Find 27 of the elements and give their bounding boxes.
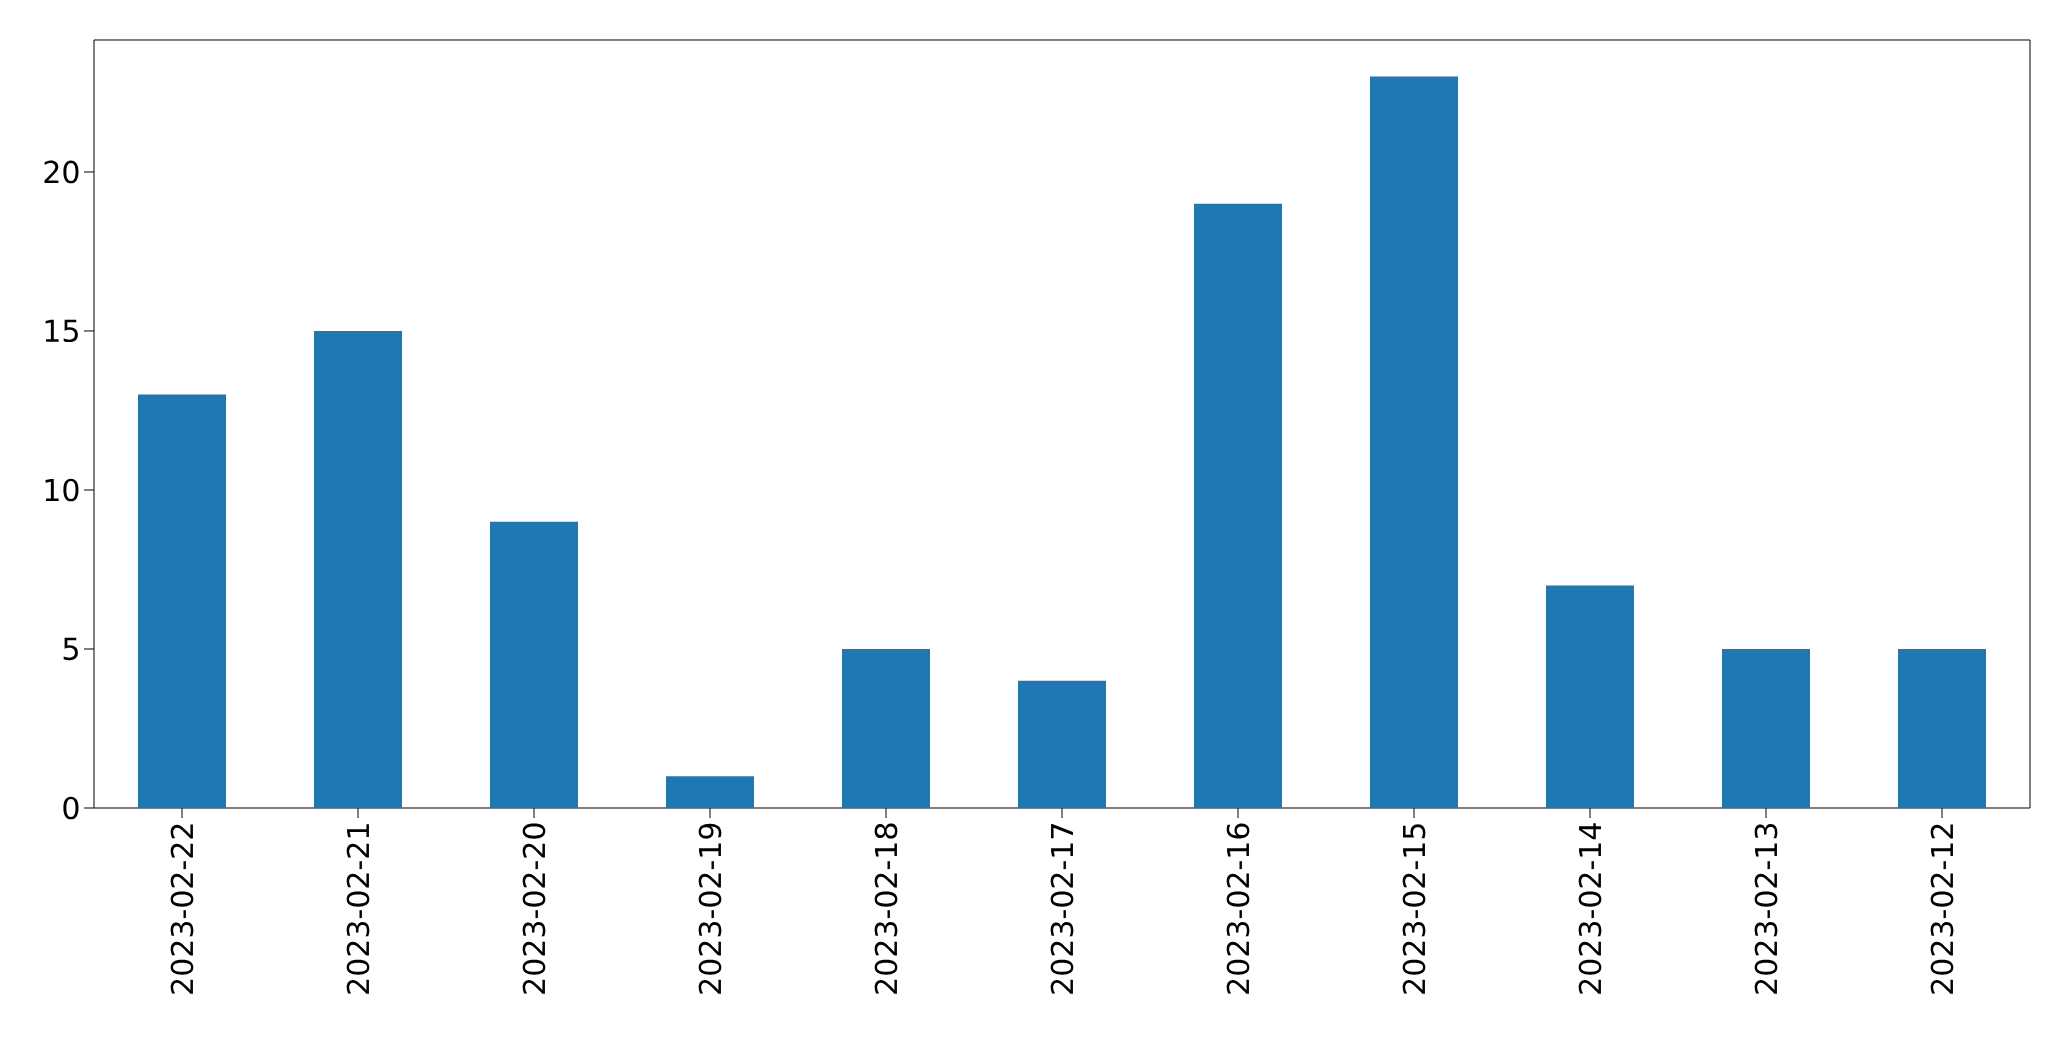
x-tick-label: 2023-02-17 (1050, 824, 1074, 994)
bar (490, 521, 578, 808)
bar (842, 648, 930, 808)
bar (1722, 648, 1811, 808)
bar (1370, 76, 1459, 808)
bar (666, 776, 754, 808)
x-tick-label: 2023-02-12 (1930, 824, 1954, 994)
y-tick-label: 20 (44, 160, 79, 184)
y-tick-label: 15 (45, 319, 78, 343)
y-tick-label: 10 (45, 478, 79, 502)
y-tick-label: 0 (63, 796, 79, 820)
x-tick-label: 2023-02-16 (1226, 823, 1250, 994)
x-tick-label: 2023-02-21 (346, 824, 370, 994)
bar (1018, 680, 1106, 808)
x-tick-label: 2023-02-13 (1754, 823, 1778, 994)
x-tick-label: 2023-02-20 (522, 823, 546, 994)
x-tick-label: 2023-02-14 (1578, 823, 1602, 994)
bar (314, 330, 402, 808)
x-tick-label: 2023-02-18 (874, 823, 898, 994)
bar (1546, 585, 1635, 808)
y-tick-label: 5 (63, 637, 78, 661)
bar (138, 394, 226, 808)
bar (1898, 648, 1987, 808)
x-tick-label: 2023-02-22 (170, 824, 194, 994)
bar (1194, 203, 1283, 808)
x-tick-label: 2023-02-19 (698, 823, 722, 994)
x-tick-label: 2023-02-15 (1402, 824, 1426, 994)
